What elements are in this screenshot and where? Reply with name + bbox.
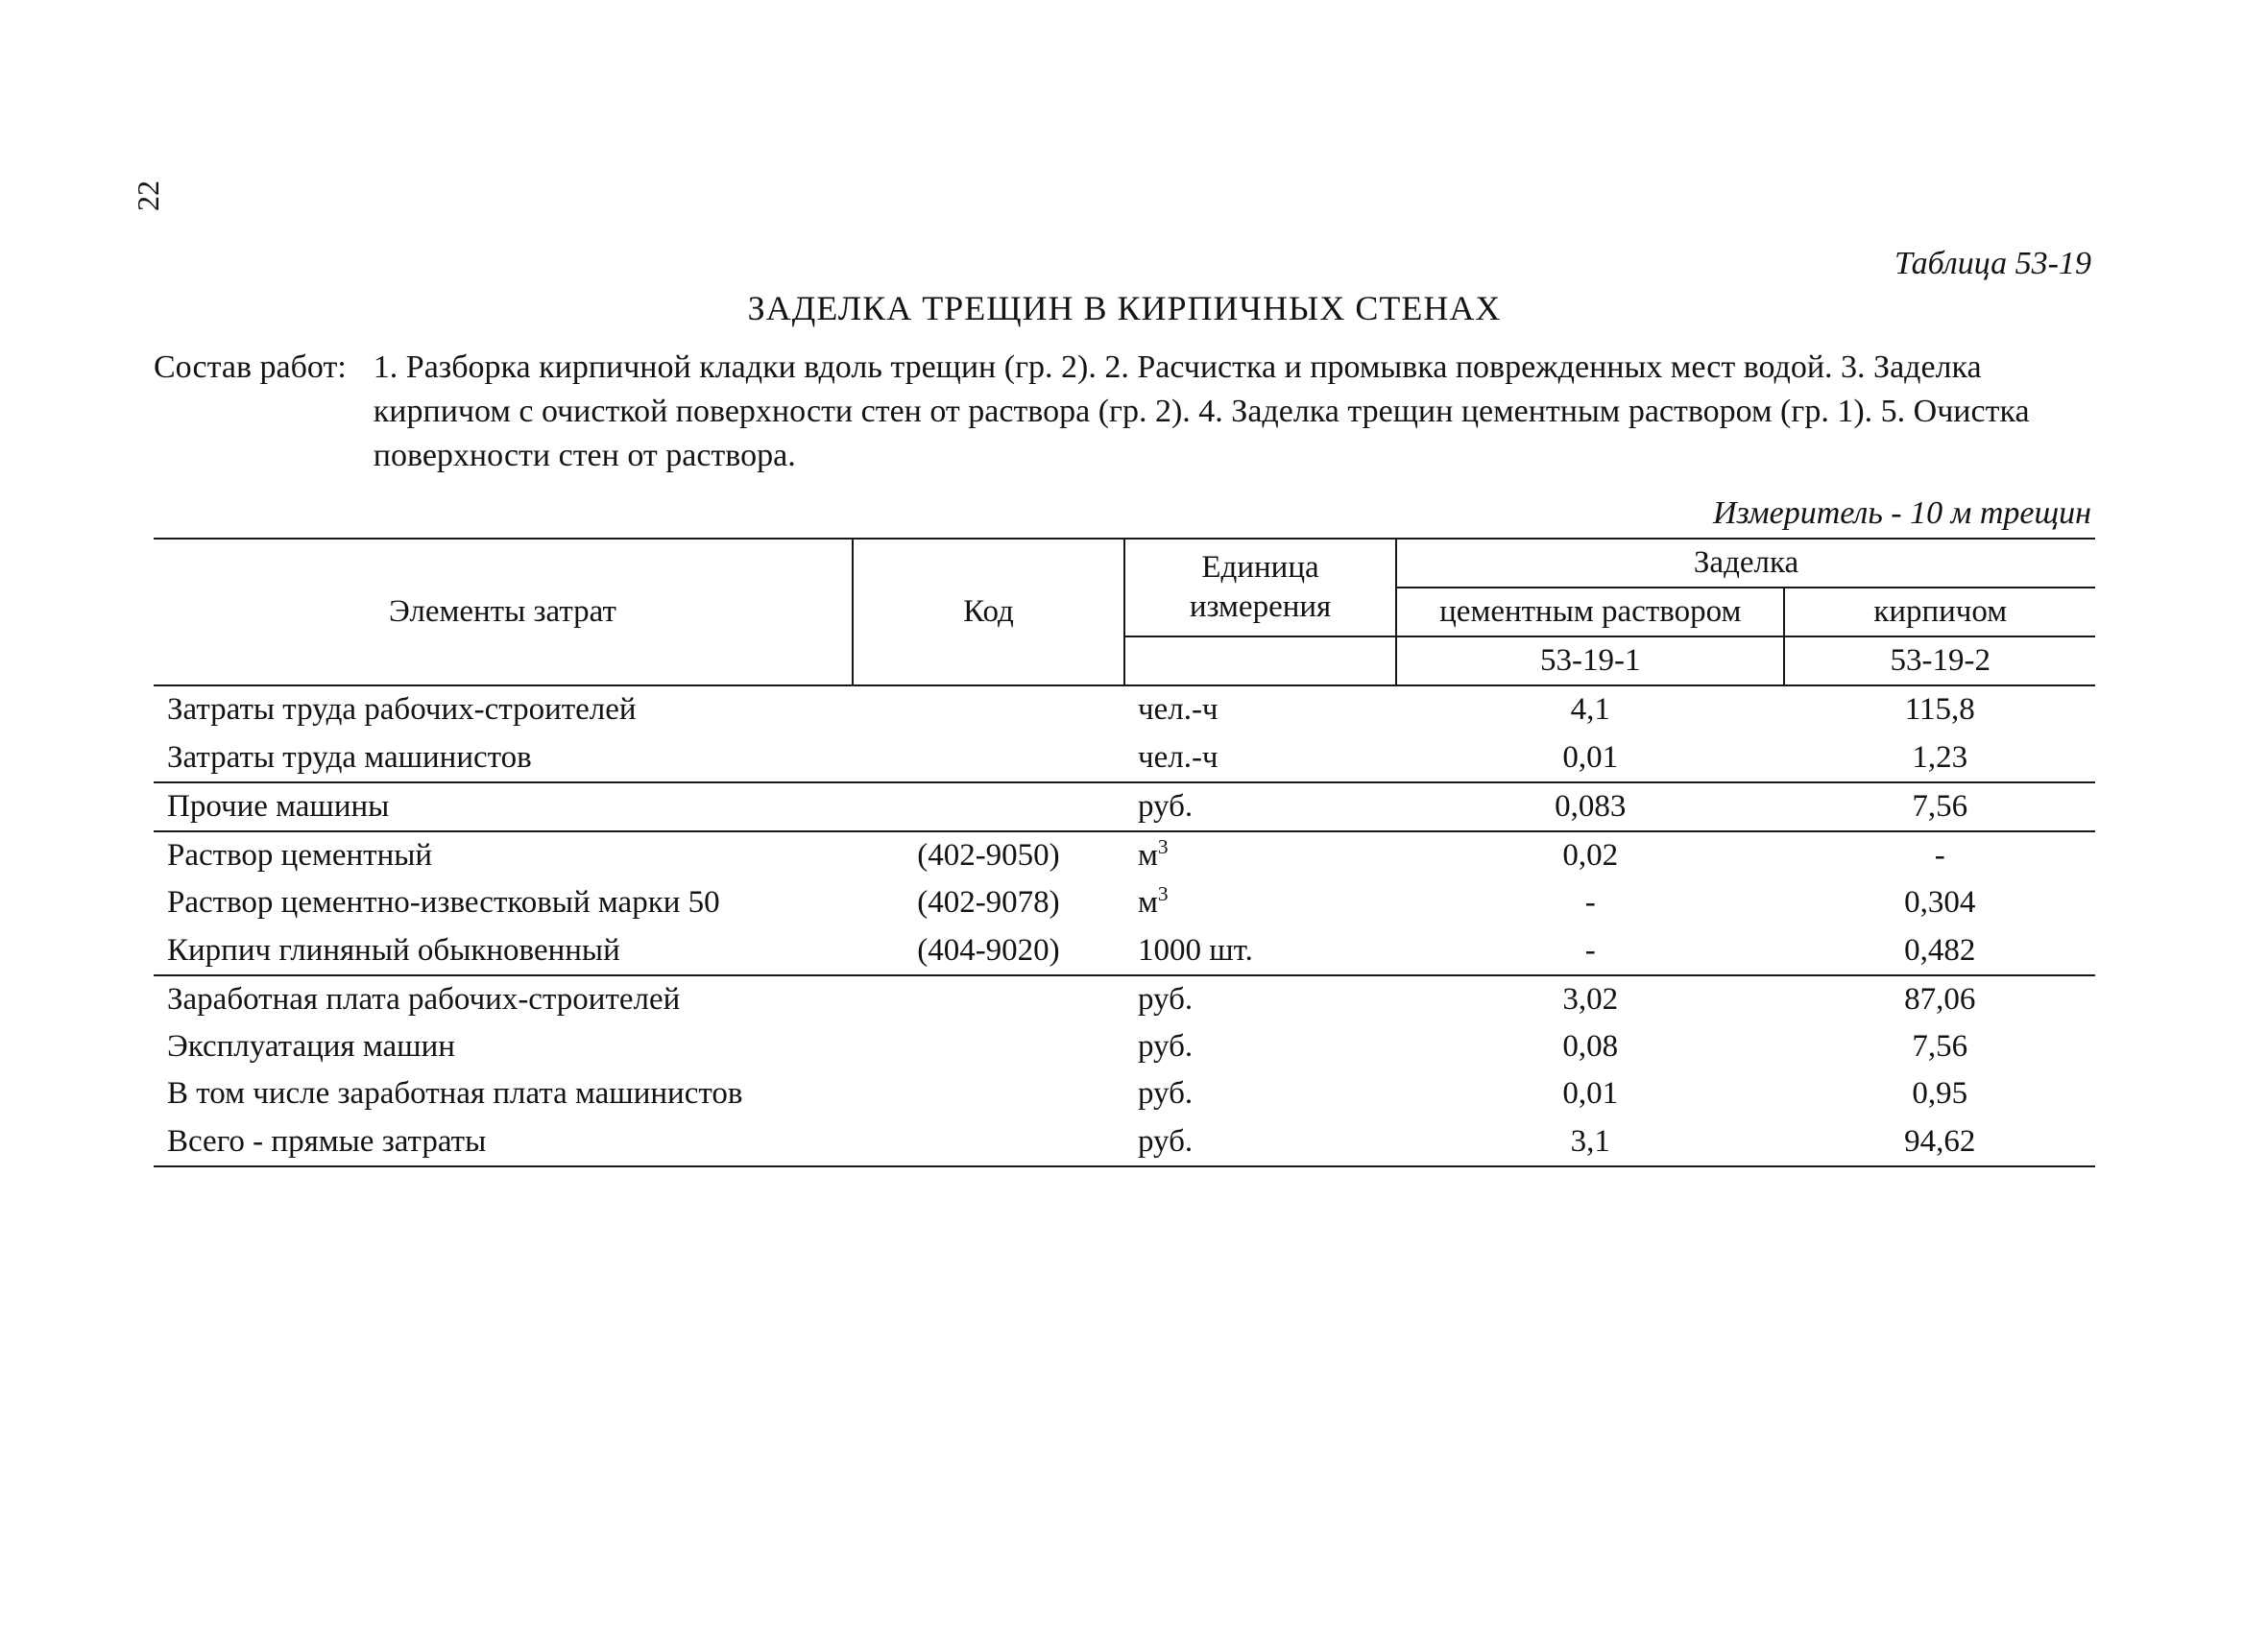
- col-header-group: Заделка: [1396, 539, 2095, 588]
- table-row: Раствор цементно-известковый марки 50(40…: [154, 879, 2095, 926]
- cell-name: Затраты труда рабочих-строителей: [154, 685, 853, 733]
- cell-v2: -: [1784, 831, 2095, 879]
- col-header-col2: кирпичом: [1784, 588, 2095, 636]
- table-body: Затраты труда рабочих-строителей чел.-ч4,…: [154, 685, 2095, 1166]
- table-label: Таблица 53-19: [154, 246, 2095, 282]
- cell-v1: 4,1: [1396, 685, 1784, 733]
- cell-v1: 3,02: [1396, 975, 1784, 1023]
- page-content: Таблица 53-19 ЗАДЕЛКА ТРЕЩИН В КИРПИЧНЫХ…: [154, 246, 2095, 1167]
- cell-v2: 94,62: [1784, 1118, 2095, 1166]
- cell-code: (402-9050): [853, 831, 1124, 879]
- cell-v2: 87,06: [1784, 975, 2095, 1023]
- cell-code: [853, 782, 1124, 831]
- cell-code: [853, 685, 1124, 733]
- cell-name: Эксплуатация машин: [154, 1023, 853, 1070]
- cell-name: Кирпич глиняный обыкновенный: [154, 927, 853, 975]
- col-header-name: Элементы затрат: [154, 539, 853, 686]
- table-row: Раствор цементный(402-9050)м30,02-: [154, 831, 2095, 879]
- works-label: Состав работ:: [154, 346, 374, 478]
- cell-v2: 0,482: [1784, 927, 2095, 975]
- cell-v1: -: [1396, 927, 1784, 975]
- cell-unit: руб.: [1124, 1118, 1396, 1166]
- works-composition: Состав работ: 1. Разборка кирпичной клад…: [154, 346, 2095, 478]
- col-header-unit-blank: [1124, 636, 1396, 685]
- cell-v1: -: [1396, 879, 1784, 926]
- cell-unit: чел.-ч: [1124, 734, 1396, 782]
- cell-name: В том числе заработная плата машинистов: [154, 1070, 853, 1117]
- table-row: Прочие машины руб.0,0837,56: [154, 782, 2095, 831]
- cell-v2: 7,56: [1784, 1023, 2095, 1070]
- cell-code: [853, 1070, 1124, 1117]
- table-head: Элементы затрат Код Единица измерения За…: [154, 539, 2095, 686]
- table-row: Всего - прямые затраты руб.3,194,62: [154, 1118, 2095, 1166]
- table-row: Затраты труда машинистов чел.-ч0,011,23: [154, 734, 2095, 782]
- cell-code: (404-9020): [853, 927, 1124, 975]
- cell-v1: 0,01: [1396, 1070, 1784, 1117]
- cell-name: Прочие машины: [154, 782, 853, 831]
- cell-code: [853, 734, 1124, 782]
- col-header-code1: 53-19-1: [1396, 636, 1784, 685]
- page-number: 22: [131, 180, 166, 211]
- cell-v2: 1,23: [1784, 734, 2095, 782]
- table-row: Заработная плата рабочих-строителей руб.3…: [154, 975, 2095, 1023]
- table-row: Кирпич глиняный обыкновенный(404-9020)10…: [154, 927, 2095, 975]
- cell-name: Раствор цементный: [154, 831, 853, 879]
- table-measure: Измеритель - 10 м трещин: [154, 495, 2095, 532]
- table-row: Эксплуатация машин руб.0,087,56: [154, 1023, 2095, 1070]
- cell-unit: м3: [1124, 831, 1396, 879]
- cell-code: [853, 1023, 1124, 1070]
- cell-v1: 0,083: [1396, 782, 1784, 831]
- cell-name: Затраты труда машинистов: [154, 734, 853, 782]
- cell-name: Всего - прямые затраты: [154, 1118, 853, 1166]
- cell-name: Раствор цементно-известковый марки 50: [154, 879, 853, 926]
- cell-unit: руб.: [1124, 1023, 1396, 1070]
- cell-v1: 0,02: [1396, 831, 1784, 879]
- page-title: ЗАДЕЛКА ТРЕЩИН В КИРПИЧНЫХ СТЕНАХ: [154, 288, 2095, 328]
- cell-name: Заработная плата рабочих-строителей: [154, 975, 853, 1023]
- cell-v1: 0,08: [1396, 1023, 1784, 1070]
- table-row: В том числе заработная плата машинистов р…: [154, 1070, 2095, 1117]
- col-header-code2: 53-19-2: [1784, 636, 2095, 685]
- cell-unit: чел.-ч: [1124, 685, 1396, 733]
- cell-v2: 115,8: [1784, 685, 2095, 733]
- cell-v2: 0,95: [1784, 1070, 2095, 1117]
- cell-code: (402-9078): [853, 879, 1124, 926]
- col-header-code: Код: [853, 539, 1124, 686]
- cell-code: [853, 1118, 1124, 1166]
- table-row: Затраты труда рабочих-строителей чел.-ч4,…: [154, 685, 2095, 733]
- col-header-unit: Единица измерения: [1124, 539, 1396, 637]
- col-header-col1: цементным раствором: [1396, 588, 1784, 636]
- cost-table: Элементы затрат Код Единица измерения За…: [154, 538, 2095, 1167]
- cell-v2: 7,56: [1784, 782, 2095, 831]
- cell-v2: 0,304: [1784, 879, 2095, 926]
- cell-code: [853, 975, 1124, 1023]
- cell-v1: 0,01: [1396, 734, 1784, 782]
- cell-unit: м3: [1124, 879, 1396, 926]
- cell-v1: 3,1: [1396, 1118, 1784, 1166]
- works-body: 1. Разборка кирпичной кладки вдоль трещи…: [374, 346, 2095, 478]
- cell-unit: руб.: [1124, 782, 1396, 831]
- cell-unit: 1000 шт.: [1124, 927, 1396, 975]
- cell-unit: руб.: [1124, 975, 1396, 1023]
- cell-unit: руб.: [1124, 1070, 1396, 1117]
